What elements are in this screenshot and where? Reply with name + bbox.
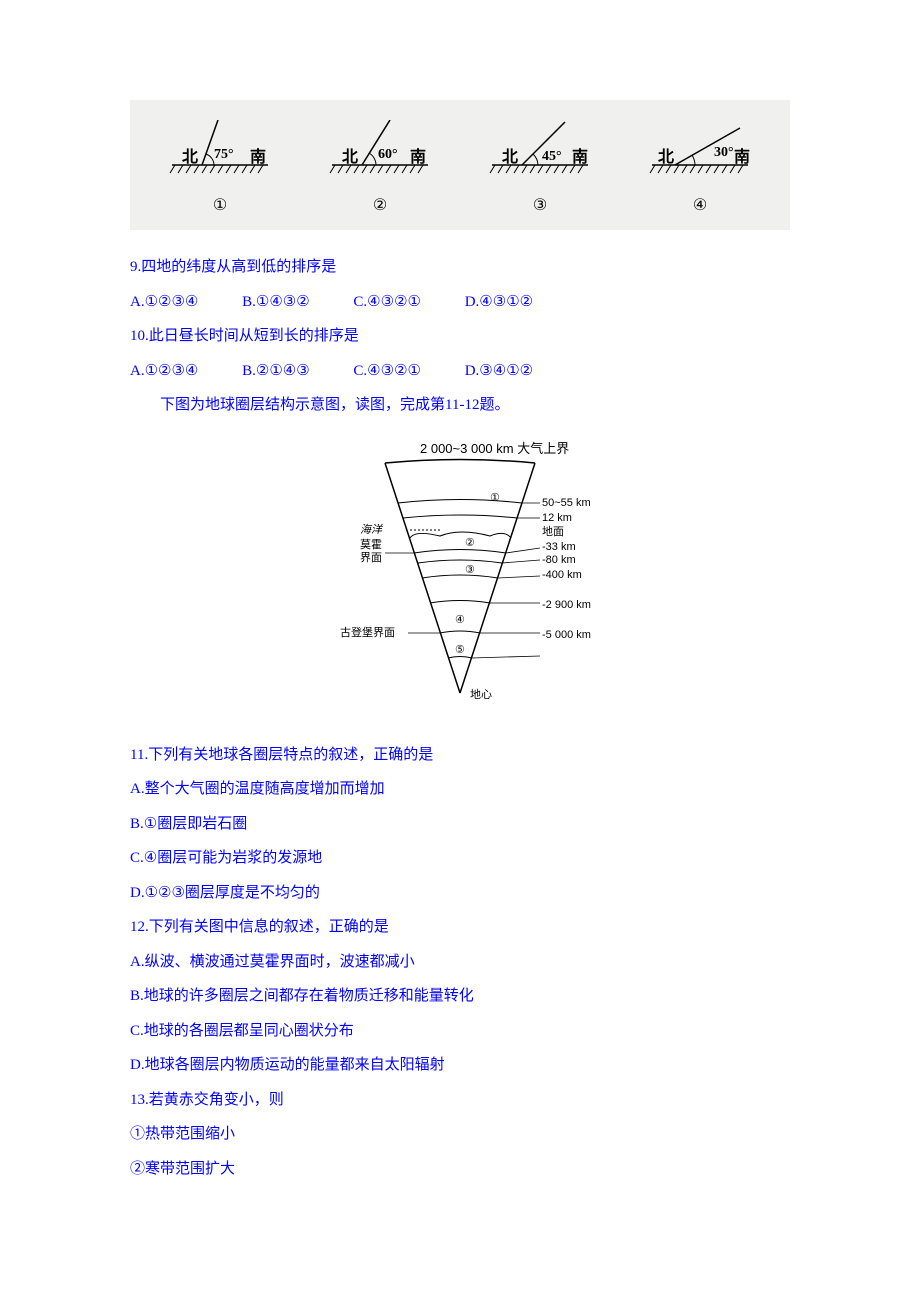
svg-text:莫霍: 莫霍 (360, 538, 382, 551)
top-label: 2 000~3 000 km 大气上界 (420, 441, 569, 456)
q12-d: D.地球各圈层内物质运动的能量都来自太阳辐射 (130, 1048, 790, 1083)
q11-text: 11.下列有关地球各圈层特点的叙述，正确的是 (130, 738, 790, 773)
svg-text:45°: 45° (542, 149, 562, 164)
q12-text: 12.下列有关图中信息的叙述，正确的是 (130, 910, 790, 945)
q11-a: A.整个大气圈的温度随高度增加而增加 (130, 772, 790, 807)
svg-text:-33 km: -33 km (542, 541, 576, 553)
svg-text:北: 北 (342, 148, 358, 166)
svg-text:南: 南 (410, 147, 426, 166)
marker-4: ④ (693, 195, 707, 215)
q10-opt-b: B.②①④③ (242, 354, 310, 389)
angle-unit-1: 北 75° 南 ① (160, 120, 280, 215)
svg-text:-400 km: -400 km (542, 569, 582, 581)
earth-svg: 2 000~3 000 km 大气上界 ① ② ③ ④ ⑤ (290, 438, 630, 718)
q10-opt-d: D.③④①② (465, 354, 533, 389)
svg-text:界面: 界面 (360, 551, 382, 564)
svg-text:南: 南 (250, 147, 266, 166)
marker-3: ③ (533, 195, 547, 215)
q9-options: A.①②③④ B.①④③② C.④③②① D.④③①② (130, 285, 790, 320)
q9-opt-b: B.①④③② (242, 285, 310, 320)
svg-text:北: 北 (182, 148, 198, 166)
svg-text:50~55 km: 50~55 km (542, 497, 591, 509)
q13-opt2: ②寒带范围扩大 (130, 1152, 790, 1187)
svg-text:②: ② (465, 537, 475, 549)
svg-text:①: ① (490, 492, 500, 504)
svg-text:⑤: ⑤ (455, 644, 465, 656)
q11-b: B.①圈层即岩石圈 (130, 807, 790, 842)
angle-svg-1: 北 75° 南 (160, 120, 280, 180)
q10-opt-a: A.①②③④ (130, 354, 198, 389)
q11-c: C.④圈层可能为岩浆的发源地 (130, 841, 790, 876)
q10-opt-c: C.④③②① (353, 354, 421, 389)
svg-text:海洋: 海洋 (360, 523, 384, 536)
angle-svg-2: 北 60° 南 (320, 120, 440, 180)
angle-unit-3: 北 45° 南 ③ (480, 120, 600, 215)
svg-text:地心: 地心 (470, 688, 492, 701)
svg-text:北: 北 (502, 148, 518, 166)
svg-text:-5 000 km: -5 000 km (542, 629, 591, 641)
q9-text: 9.四地的纬度从高到低的排序是 (130, 250, 790, 285)
q12-c: C.地球的各圈层都呈同心圈状分布 (130, 1014, 790, 1049)
instruction-11-12: 下图为地球圈层结构示意图，读图，完成第11-12题。 (130, 388, 790, 423)
marker-1: ① (213, 195, 227, 215)
q13-text: 13.若黄赤交角变小，则 (130, 1083, 790, 1118)
angle-unit-4: 北 30° 南 ④ (640, 120, 760, 215)
q11-d: D.①②③圈层厚度是不均匀的 (130, 876, 790, 911)
q13-opt1: ①热带范围缩小 (130, 1117, 790, 1152)
svg-text:75°: 75° (214, 147, 234, 162)
angle-diagram: 北 75° 南 ① 北 60° 南 (130, 100, 790, 230)
q9-opt-d: D.④③①② (465, 285, 533, 320)
angle-unit-2: 北 60° 南 ② (320, 120, 440, 215)
svg-text:-2 900 km: -2 900 km (542, 599, 591, 611)
q9-opt-c: C.④③②① (353, 285, 421, 320)
svg-text:地面: 地面 (542, 525, 564, 538)
svg-text:12 km: 12 km (542, 512, 572, 524)
svg-text:-80 km: -80 km (542, 554, 576, 566)
q12-b: B.地球的许多圈层之间都存在着物质迁移和能量转化 (130, 979, 790, 1014)
q10-options: A.①②③④ B.②①④③ C.④③②① D.③④①② (130, 354, 790, 389)
svg-text:30°: 30° (714, 145, 734, 160)
svg-text:南: 南 (734, 147, 750, 166)
svg-text:南: 南 (572, 147, 588, 166)
svg-text:④: ④ (455, 614, 465, 626)
q10-text: 10.此日昼长时间从短到长的排序是 (130, 319, 790, 354)
svg-text:古登堡界面: 古登堡界面 (340, 625, 395, 639)
q9-opt-a: A.①②③④ (130, 285, 198, 320)
angle-svg-3: 北 45° 南 (480, 120, 600, 180)
angle-svg-4: 北 30° 南 (640, 120, 760, 180)
svg-text:60°: 60° (378, 147, 398, 162)
page-content: 北 75° 南 ① 北 60° 南 (0, 0, 920, 1246)
q12-a: A.纵波、横波通过莫霍界面时，波速都减小 (130, 945, 790, 980)
earth-layers-diagram: 2 000~3 000 km 大气上界 ① ② ③ ④ ⑤ (130, 438, 790, 718)
svg-text:北: 北 (658, 148, 674, 166)
marker-2: ② (373, 195, 387, 215)
svg-text:③: ③ (465, 564, 475, 576)
